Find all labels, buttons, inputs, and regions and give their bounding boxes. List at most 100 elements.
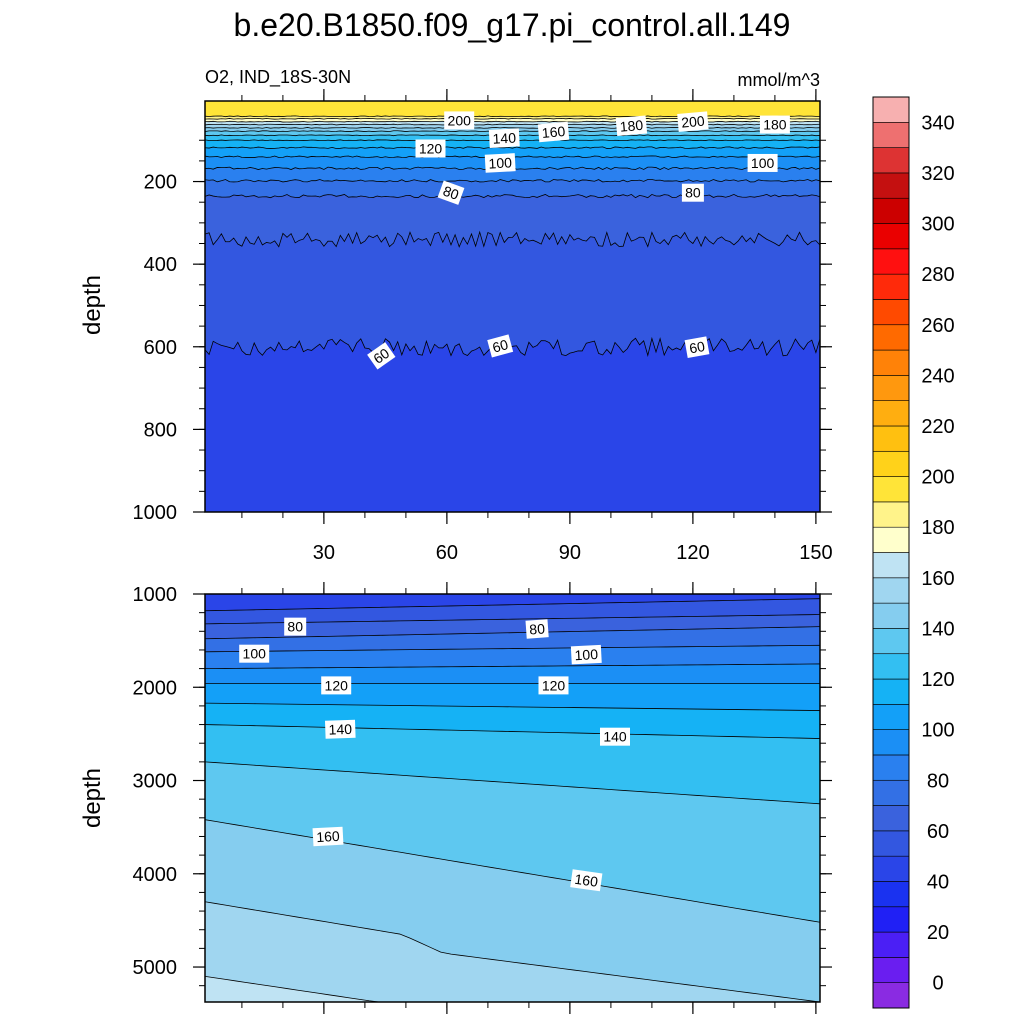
- bottom-contour-line: [204, 724, 821, 739]
- contour-label-box: [684, 336, 710, 358]
- colorbar-swatch: [872, 779, 910, 806]
- contour-label-box: [747, 153, 778, 172]
- colorbar-swatch: [872, 375, 910, 401]
- bottom-contour-band: [205, 626, 820, 652]
- top-contour-line: [204, 117, 821, 120]
- top-contour-band: [205, 194, 820, 247]
- bottom-contour-band: [205, 614, 820, 639]
- colorbar-tick-label: 340: [921, 112, 954, 134]
- colorbar-tick-label: 0: [932, 973, 943, 995]
- colorbar-swatch: [872, 628, 910, 655]
- top-contour-label: 60: [487, 334, 514, 358]
- contour-label-text: 140: [328, 721, 352, 738]
- bottom-y-tick-label: 3000: [133, 771, 178, 793]
- colorbar-swatch: [872, 400, 910, 427]
- bottom-y-tick-label: 5000: [133, 957, 178, 979]
- bottom-contour-line: [204, 702, 821, 711]
- top-contour-label: 140: [488, 128, 520, 148]
- contour-label-box: [324, 719, 356, 739]
- contour-label-text: 120: [325, 677, 349, 693]
- top-y-tick-label: 1000: [133, 502, 178, 524]
- top-contour-band: [205, 232, 820, 356]
- contour-label-box: [239, 644, 270, 663]
- contour-label-box: [538, 676, 569, 695]
- contour-label-box: [488, 128, 520, 148]
- contour-label-box: [759, 115, 790, 134]
- bottom-contour-band: [205, 703, 820, 739]
- colorbar-swatch: [872, 957, 910, 983]
- contour-label-text: 160: [574, 871, 600, 890]
- contour-label-text: 100: [574, 646, 598, 663]
- top-plot-frame: [204, 100, 821, 513]
- top-contour-line: [204, 336, 821, 357]
- colorbar-swatch: [872, 830, 910, 857]
- variable-region-label: O2, IND_18S-30N: [205, 67, 351, 88]
- contour-label-box: [367, 342, 396, 370]
- contour-label-box: [570, 644, 602, 665]
- top-contour-label: 160: [537, 121, 570, 143]
- contour-label-box: [415, 139, 446, 158]
- colorbar-tick-label: 200: [921, 467, 954, 489]
- colorbar-swatch: [872, 122, 910, 148]
- colorbar-swatch: [872, 678, 910, 705]
- colorbar-swatch: [872, 450, 910, 477]
- colorbar-tick-label: 120: [921, 669, 954, 691]
- colorbar-swatch: [872, 855, 910, 882]
- contour-label-text: 140: [603, 729, 627, 745]
- bottom-contour-line: [204, 644, 821, 653]
- contour-label-box: [537, 121, 570, 143]
- top-contour-label: 200: [677, 111, 709, 132]
- colorbar-swatch: [872, 729, 910, 756]
- colorbar-tick-label: 60: [927, 821, 949, 843]
- bottom-contour-line: [204, 901, 821, 1003]
- top-contour-band: [205, 118, 820, 123]
- top-contour-label: 80: [681, 183, 704, 202]
- top-contour-label: 60: [367, 342, 396, 370]
- bottom-contour-band: [205, 819, 820, 1002]
- bottom-y-tick-label: 4000: [133, 864, 178, 886]
- bottom-contour-label: 80: [284, 617, 307, 636]
- bottom-contour-band: [205, 901, 820, 1002]
- colorbar-tick-label: 20: [927, 922, 949, 944]
- bottom-contour-label: 160: [312, 826, 344, 847]
- top-contour-label: 180: [615, 115, 648, 137]
- bottom-contour-label: 140: [600, 727, 630, 746]
- bottom-contour-label: 120: [321, 676, 352, 695]
- bottom-y-tick-label: 2000: [133, 677, 178, 699]
- bottom-contour-label: 100: [570, 644, 602, 665]
- top-y-axis-title: depth: [79, 275, 106, 335]
- contour-label-text: 160: [316, 828, 340, 845]
- top-contour-line: [204, 120, 821, 123]
- colorbar-tick-label: 100: [921, 720, 954, 742]
- top-contour-line: [204, 146, 821, 149]
- contour-label-text: 100: [751, 155, 775, 171]
- contour-label-box: [600, 727, 630, 746]
- bottom-contour-band: [205, 594, 820, 611]
- bottom-contour-label: 80: [525, 619, 549, 639]
- top-x-tick-label: 60: [436, 542, 458, 564]
- contour-label-text: 80: [441, 183, 461, 203]
- colorbar-swatch: [872, 906, 910, 933]
- colorbar-swatch: [872, 96, 910, 123]
- bottom-contour-band: [205, 645, 820, 669]
- bottom-contour-band: [205, 761, 820, 923]
- contour-label-text: 100: [243, 646, 267, 662]
- top-contour-band: [205, 338, 820, 512]
- bottom-y-axis-title: depth: [79, 768, 106, 828]
- colorbar-tick-label: 260: [921, 315, 954, 337]
- top-x-tick-label: 120: [676, 542, 709, 564]
- colorbar-swatch: [872, 552, 910, 579]
- colorbar-tick-label: 280: [921, 264, 954, 286]
- chart-title: b.e20.B1850.f09_g17.pi_control.all.149: [234, 7, 791, 43]
- colorbar-swatch: [872, 526, 910, 553]
- contour-label-text: 180: [763, 117, 787, 133]
- top-contour-band: [205, 146, 820, 158]
- contour-label-text: 80: [685, 185, 701, 201]
- colorbar-tick-label: 320: [921, 163, 954, 185]
- contour-label-box: [444, 111, 475, 130]
- colorbar-swatch: [872, 172, 910, 199]
- contour-label-text: 160: [541, 123, 566, 141]
- colorbar-swatch: [872, 273, 910, 300]
- bottom-contour-band: [205, 598, 820, 624]
- top-contour-label: 200: [444, 111, 475, 130]
